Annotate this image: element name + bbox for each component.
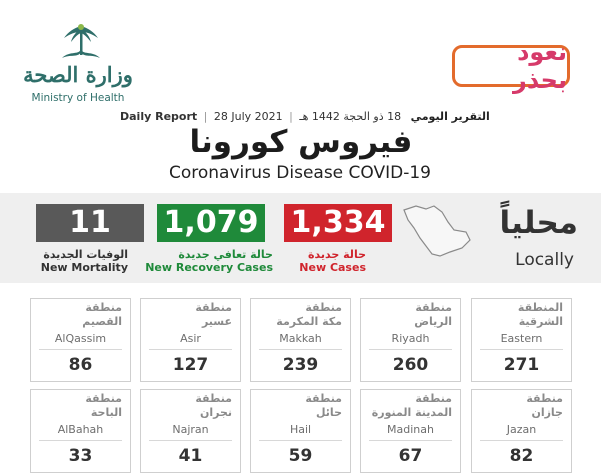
divider xyxy=(149,349,232,350)
region-card: منطقة نجران Najran 41 xyxy=(140,389,241,473)
divider xyxy=(39,440,122,441)
divider xyxy=(39,349,122,350)
gregorian-date: 28 July 2021 xyxy=(213,110,283,123)
region-name-ar: الرياض xyxy=(414,315,452,328)
mortality-label-ar: الوفيات الجديدة xyxy=(43,248,128,261)
region-case-count: 41 xyxy=(178,446,203,466)
region-name-ar: الشرقية xyxy=(518,315,563,328)
region-case-count: 260 xyxy=(392,355,429,375)
region-type-label: منطقة xyxy=(85,301,122,314)
region-card: منطقة عسير Asir 127 xyxy=(140,298,241,382)
divider xyxy=(149,440,232,441)
title-en: Coronavirus Disease COVID-19 xyxy=(168,163,431,183)
divider xyxy=(259,349,342,350)
divider xyxy=(369,440,452,441)
region-type-label: منطقة xyxy=(415,392,452,405)
region-type-label: منطقة xyxy=(85,392,122,405)
region-name-ar: عسير xyxy=(201,315,232,328)
region-case-count: 271 xyxy=(503,355,540,375)
region-case-count: 127 xyxy=(172,355,209,375)
recovery-value: 1,079 xyxy=(157,204,265,242)
divider xyxy=(369,349,452,350)
region-card: منطقة القصيم AlQassim 86 xyxy=(30,298,131,382)
region-type-label: منطقة xyxy=(305,301,342,314)
region-name-en: Jazan xyxy=(506,423,537,436)
region-card: منطقة الباحة AlBahah 33 xyxy=(30,389,131,473)
region-name-en: Asir xyxy=(180,332,201,345)
ministry-name-ar: وزارة الصحة xyxy=(23,62,133,87)
report-date-line: Daily Report | 28 July 2021 | 18 ذو الحج… xyxy=(120,110,490,123)
new-cases-label-ar: حالة جديدة xyxy=(308,248,366,261)
region-name-ar: المدينة المنورة xyxy=(371,406,452,419)
region-card: منطقة المدينة المنورة Madinah 67 xyxy=(360,389,461,473)
recovery-label-ar: حالة تعافي جديدة xyxy=(178,248,273,261)
region-case-count: 59 xyxy=(288,446,313,466)
new-cases-value: 1,334 xyxy=(284,204,392,242)
region-case-count: 67 xyxy=(398,446,423,466)
region-name-en: Eastern xyxy=(500,332,543,345)
region-name-en: Hail xyxy=(289,423,312,436)
region-case-count: 33 xyxy=(68,446,93,466)
region-type-label: منطقة xyxy=(415,301,452,314)
region-card: منطقة حائل Hail 59 xyxy=(250,389,351,473)
campaign-logo: نعود بحذر xyxy=(452,38,570,94)
region-name-ar: نجران xyxy=(199,406,232,419)
palm-emblem-icon xyxy=(62,24,100,58)
region-name-ar: حائل xyxy=(315,406,342,419)
moh-logo: وزارة الصحة Ministry of Health xyxy=(18,22,138,110)
report-label-ar: التقرير اليومي xyxy=(410,110,490,123)
region-card: منطقة جازان Jazan 82 xyxy=(471,389,572,473)
region-name-en: AlBahah xyxy=(57,423,104,436)
divider xyxy=(480,349,563,350)
locally-label-ar: محلياً xyxy=(499,205,578,241)
region-name-en: Najran xyxy=(172,423,209,436)
region-card: المنطقة الشرقية Eastern 271 xyxy=(471,298,572,382)
campaign-text: نعود بحذر xyxy=(513,38,567,94)
region-card: منطقة الرياض Riyadh 260 xyxy=(360,298,461,382)
locally-label-en: Locally xyxy=(515,250,574,270)
region-name-ar: جازان xyxy=(531,406,563,419)
region-name-en: Makkah xyxy=(279,332,322,345)
region-name-en: Madinah xyxy=(387,423,434,436)
divider xyxy=(480,440,563,441)
region-type-label: منطقة xyxy=(305,392,342,405)
region-type-label: المنطقة xyxy=(517,301,563,314)
region-name-ar: مكة المكرمة xyxy=(276,315,342,328)
ministry-name-en: Ministry of Health xyxy=(31,92,125,104)
mortality-value: 11 xyxy=(36,204,144,242)
region-type-label: منطقة xyxy=(195,301,232,314)
mortality-label-en: New Mortality xyxy=(40,261,128,274)
region-name-en: Riyadh xyxy=(391,332,430,345)
new-cases-label-en: New Cases xyxy=(299,261,366,274)
region-case-count: 82 xyxy=(509,446,534,466)
region-type-label: منطقة xyxy=(195,392,232,405)
report-label-en: Daily Report xyxy=(120,110,198,123)
region-case-count: 86 xyxy=(68,355,93,375)
region-case-count: 239 xyxy=(282,355,319,375)
hijri-date: 18 ذو الحجة 1442 هـ xyxy=(299,110,402,123)
region-name-ar: القصيم xyxy=(82,315,122,328)
recovery-label-en: New Recovery Cases xyxy=(145,261,273,274)
region-name-en: AlQassim xyxy=(54,332,107,345)
region-name-ar: الباحة xyxy=(90,406,122,419)
divider xyxy=(259,440,342,441)
region-card: منطقة مكة المكرمة Makkah 239 xyxy=(250,298,351,382)
region-type-label: منطقة xyxy=(526,392,563,405)
saudi-map-icon xyxy=(403,205,471,257)
title-ar: فيروس كورونا xyxy=(189,124,413,160)
